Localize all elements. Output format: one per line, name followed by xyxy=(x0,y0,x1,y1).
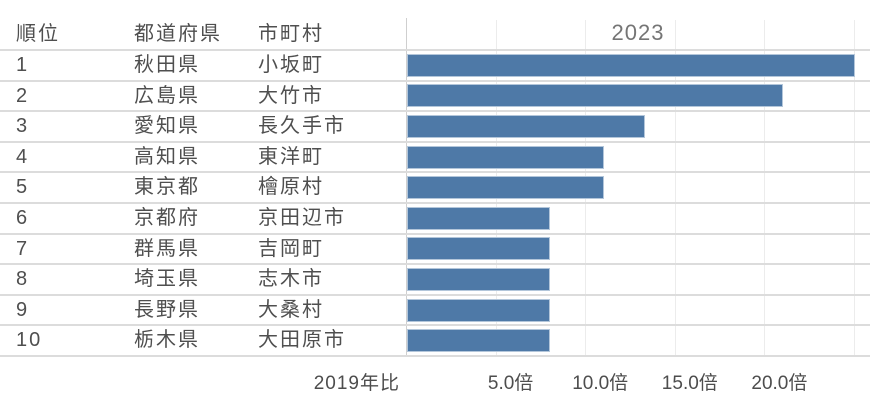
row-separator xyxy=(0,110,870,113)
bar[interactable] xyxy=(407,268,551,291)
bar[interactable] xyxy=(407,206,551,230)
rank-cell: 4 xyxy=(16,145,30,168)
rank-cell: 9 xyxy=(16,298,30,321)
municipality-cell: 小坂町 xyxy=(258,54,324,76)
x-tick-label: 20.0倍 xyxy=(751,373,808,394)
rank-cell: 3 xyxy=(16,115,30,138)
prefecture-cell: 栃木県 xyxy=(134,329,200,352)
municipality-column-header: 市町村 xyxy=(258,23,324,45)
prefecture-column-header: 都道府県 xyxy=(134,23,222,45)
row-separator xyxy=(0,171,870,174)
rank-cell: 5 xyxy=(16,176,30,199)
municipality-cell: 京田辺市 xyxy=(258,207,346,229)
prefecture-cell: 広島県 xyxy=(134,84,200,107)
municipality-cell: 吉岡町 xyxy=(258,237,324,260)
row-separator xyxy=(0,140,870,143)
rank-column-header: 順位 xyxy=(16,23,60,45)
municipality-cell: 檜原村 xyxy=(258,176,324,199)
bar[interactable] xyxy=(407,237,551,261)
municipality-cell: 大田原市 xyxy=(258,329,346,352)
prefecture-cell: 埼玉県 xyxy=(134,268,200,291)
municipality-cell: 大桑村 xyxy=(258,298,324,321)
municipality-cell: 長久手市 xyxy=(258,115,346,138)
bar[interactable] xyxy=(407,145,605,169)
row-separator xyxy=(0,49,870,51)
rank-cell: 7 xyxy=(16,237,30,260)
bar[interactable] xyxy=(407,53,855,77)
bar[interactable] xyxy=(407,84,784,108)
x-tick-label: 15.0倍 xyxy=(661,373,718,394)
municipality-cell: 志木市 xyxy=(258,268,324,291)
rank-cell: 10 xyxy=(16,329,43,352)
row-separator xyxy=(0,293,870,296)
municipality-cell: 東洋町 xyxy=(258,145,324,168)
municipality-cell: 大竹市 xyxy=(258,84,324,107)
bar[interactable] xyxy=(407,329,551,353)
x-axis-title: 2019年比 xyxy=(313,373,400,394)
y-axis-line xyxy=(406,18,407,356)
prefecture-cell: 高知県 xyxy=(134,145,200,168)
rank-cell: 2 xyxy=(16,84,30,107)
bar[interactable] xyxy=(407,176,605,200)
prefecture-cell: 群馬県 xyxy=(134,237,200,260)
chart-title: 2023 xyxy=(611,20,665,45)
x-tick-label: 5.0倍 xyxy=(487,373,534,394)
gridline xyxy=(854,20,855,356)
rank-cell: 8 xyxy=(16,268,30,291)
row-separator xyxy=(0,232,870,235)
row-separator xyxy=(0,263,870,266)
bar[interactable] xyxy=(407,298,551,322)
rank-cell: 1 xyxy=(16,54,30,76)
prefecture-cell: 東京都 xyxy=(134,176,200,199)
row-separator xyxy=(0,79,870,82)
row-separator xyxy=(0,324,870,327)
rank-cell: 6 xyxy=(16,207,30,229)
prefecture-cell: 愛知県 xyxy=(134,115,200,138)
gridline xyxy=(674,20,676,356)
prefecture-cell: 長野県 xyxy=(134,298,200,321)
prefecture-cell: 秋田県 xyxy=(134,54,200,76)
bar[interactable] xyxy=(407,115,646,138)
row-separator xyxy=(0,202,870,204)
x-tick-label: 10.0倍 xyxy=(572,373,629,394)
row-separator xyxy=(0,355,870,357)
gridline xyxy=(764,20,766,356)
prefecture-cell: 京都府 xyxy=(134,207,200,229)
